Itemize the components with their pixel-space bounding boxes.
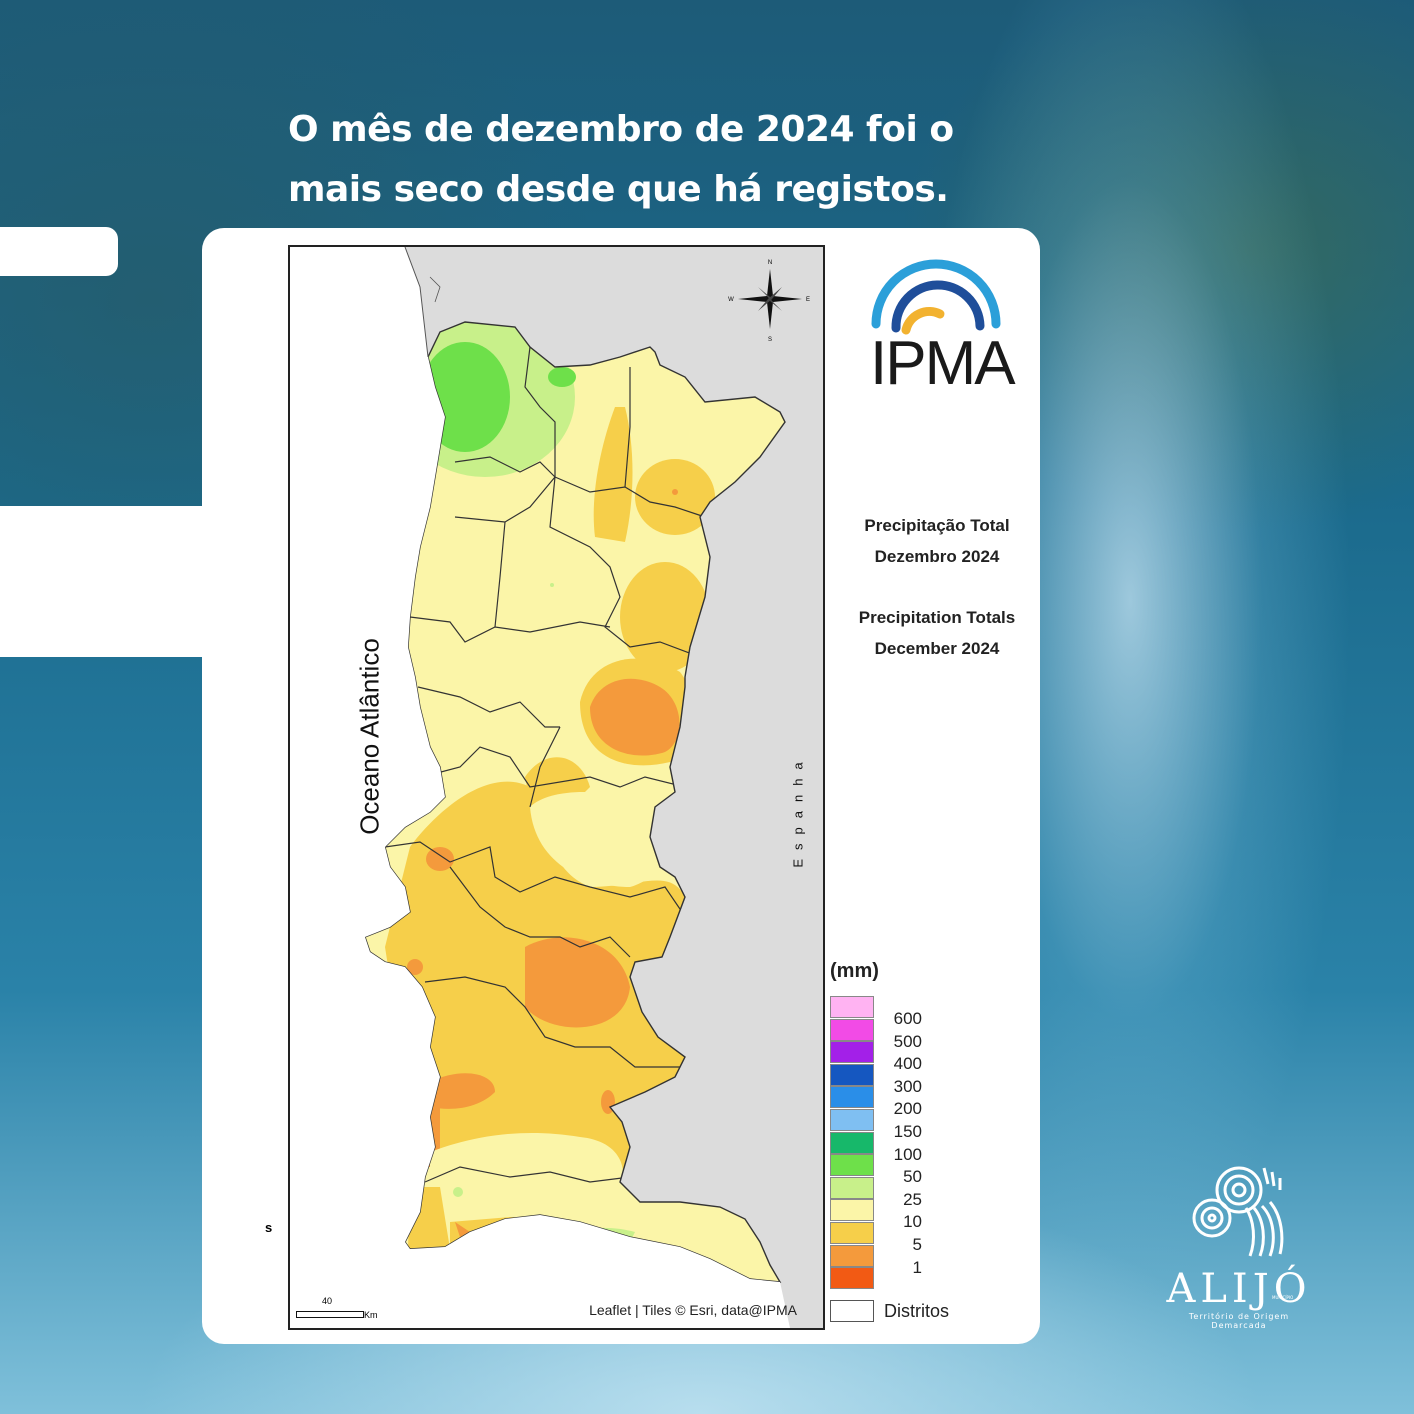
scale-unit: Km	[364, 1310, 378, 1320]
logo-arc-outer	[871, 259, 1001, 329]
legend-swatch	[830, 1199, 874, 1222]
legend-swatch	[830, 1176, 874, 1199]
title-en-line2: December 2024	[874, 639, 1000, 658]
alijo-name: ALIJÓ	[1166, 1266, 1312, 1312]
decorative-bar-top	[0, 227, 118, 276]
map-titles: Precipitação Total Dezembro 2024 Precipi…	[842, 510, 1032, 664]
legend-unit: (mm)	[830, 960, 879, 982]
alijo-badge: MUNICÍPIO	[1272, 1295, 1294, 1300]
title-pt-line1: Precipitação Total	[864, 516, 1010, 535]
legend-label: 100	[893, 1144, 922, 1164]
alijo-brand: ALIJÓ Território de Origem Demarcada MUN…	[1164, 1160, 1314, 1330]
compass-rose: N S E W	[728, 260, 810, 343]
headline-line-1: O mês de dezembro de 2024 foi o	[288, 109, 954, 150]
districts-swatch	[830, 1300, 874, 1322]
legend-label: 150	[893, 1122, 922, 1141]
ocean-label: Oceano Atlântico	[354, 638, 385, 835]
legend-swatch	[830, 1131, 874, 1154]
title-en-line1: Precipitation Totals	[858, 608, 1016, 627]
title-pt-line2: Dezembro 2024	[874, 547, 1000, 566]
legend-swatch	[830, 996, 874, 1018]
legend-swatch	[830, 1086, 874, 1109]
alijo-tagline: Território de Origem Demarcada	[1188, 1312, 1290, 1330]
spain-label: Espanha	[790, 753, 806, 868]
scale-value: 40	[322, 1296, 333, 1306]
ipma-logo-text: IPMA	[870, 329, 1016, 398]
s-mark: s	[265, 1220, 273, 1235]
map-attribution[interactable]: Leaflet | Tiles © Esri, data@IPMA	[589, 1302, 797, 1318]
compass-w: W	[728, 297, 734, 303]
scale-bar	[296, 1311, 364, 1318]
legend-label: 600	[893, 1009, 922, 1028]
compass-n: N	[768, 260, 772, 266]
legend-label: 50	[903, 1167, 922, 1187]
legend-label: 25	[903, 1189, 922, 1209]
legend-label: 200	[893, 1099, 922, 1119]
headline-line-2: mais seco desde que há registos.	[288, 169, 949, 210]
legend-swatch	[830, 1063, 874, 1086]
decorative-block-middle	[0, 506, 204, 657]
legend-label: 400	[893, 1054, 922, 1074]
legend-label: 10	[903, 1212, 922, 1232]
ipma-logo-arcs	[871, 259, 1001, 335]
legend-swatch	[830, 1109, 874, 1131]
legend-swatch	[830, 1154, 874, 1177]
compass-e: E	[806, 297, 810, 303]
legend-label: 1	[912, 1257, 922, 1277]
legend-swatch	[830, 1222, 874, 1244]
precipitation-map: N S E W Oceano Atlântico Espanha Leaflet…	[288, 245, 825, 1330]
headline: O mês de dezembro de 2024 foi o mais sec…	[288, 100, 988, 220]
legend-swatch	[830, 1267, 874, 1290]
map-card: N S E W Oceano Atlântico Espanha Leaflet…	[202, 228, 1040, 1344]
logo-arc-inner	[901, 307, 945, 335]
legend-label: 300	[893, 1076, 922, 1096]
legend-swatch	[830, 1244, 874, 1267]
logo-arc-middle	[891, 280, 985, 333]
legend-label: 500	[893, 1031, 922, 1051]
districts-label: Distritos	[884, 1301, 950, 1321]
compass-s: S	[768, 337, 772, 343]
legend-swatch	[830, 1018, 874, 1041]
legend-swatch	[830, 1041, 874, 1064]
map-canvas: N S E W	[290, 247, 810, 1328]
alijo-emblem-icon	[1192, 1166, 1284, 1257]
legend-label: 5	[912, 1235, 922, 1254]
